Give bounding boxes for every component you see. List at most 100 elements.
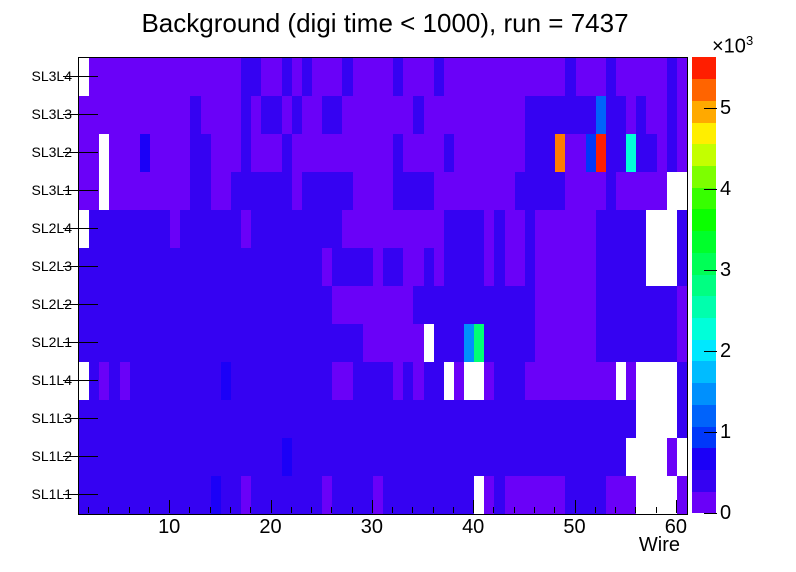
colorbar-band — [692, 143, 716, 167]
heatmap-cell — [291, 438, 627, 476]
x-axis-minor-tick — [230, 507, 231, 513]
heatmap-cell — [190, 134, 211, 172]
heatmap-cell — [484, 476, 495, 514]
x-axis-tick-label: 60 — [664, 516, 687, 538]
heatmap-cell — [210, 134, 242, 172]
heatmap-cell — [291, 134, 394, 172]
y-axis-tick — [63, 456, 98, 457]
heatmap-cell — [413, 96, 424, 134]
colorbar-band — [692, 209, 716, 232]
x-axis-minor-tick — [290, 507, 292, 513]
y-axis-label-SL3L1: SL3L1 — [31, 182, 72, 198]
x-axis-tick-label: 20 — [259, 516, 282, 538]
colorbar — [692, 57, 716, 514]
heatmap-cell — [565, 58, 576, 96]
y-axis-label-SL1L2: SL1L2 — [31, 448, 72, 464]
colorbar-tick-label: 5 — [720, 97, 732, 120]
heatmap-cell — [79, 438, 282, 476]
heatmap-cell — [241, 134, 252, 172]
colorbar-band — [692, 361, 716, 384]
heatmap-cell — [261, 58, 282, 96]
colorbar-tick-label: 4 — [720, 178, 732, 201]
x-axis-major-tick — [169, 500, 171, 513]
heatmap-cell — [605, 96, 627, 134]
heatmap-cell — [535, 286, 596, 324]
heatmap-cell — [281, 438, 292, 476]
heatmap-cell — [676, 400, 687, 438]
heatmap-cell — [666, 438, 677, 476]
heatmap-cell — [484, 362, 495, 400]
y-axis-tick — [63, 342, 98, 343]
heatmap-cell — [666, 58, 677, 96]
heatmap-cell — [393, 58, 404, 96]
x-axis-minor-tick — [493, 507, 495, 513]
heatmap-cell — [474, 324, 485, 362]
colorbar-band — [692, 426, 716, 449]
x-axis-minor-tick — [635, 507, 637, 513]
colorbar-band — [692, 447, 716, 471]
heatmap-cell — [301, 172, 353, 210]
heatmap-cell — [79, 210, 90, 248]
heatmap-cell — [79, 58, 90, 96]
heatmap-cell — [443, 248, 485, 286]
heatmap-cell — [79, 172, 100, 210]
heatmap-cell — [109, 362, 120, 400]
heatmap-cell — [301, 96, 323, 134]
heatmap-cell — [241, 476, 252, 514]
heatmap-cell — [403, 134, 444, 172]
heatmap-cell — [636, 134, 657, 172]
heatmap-cell — [605, 172, 617, 210]
heatmap-cell — [626, 134, 637, 172]
y-axis-label-SL1L3: SL1L3 — [31, 410, 72, 426]
heatmap-cell — [99, 172, 110, 210]
heatmap-cell — [595, 286, 677, 324]
heatmap-cell — [291, 58, 302, 96]
heatmap-cell — [393, 134, 404, 172]
x-axis-minor-tick — [594, 507, 596, 513]
y-axis-tick — [63, 304, 98, 305]
x-axis-minor-tick — [452, 507, 454, 513]
y-axis-label-SL1L4: SL1L4 — [31, 372, 72, 388]
colorbar-tick — [704, 432, 717, 433]
heatmap-cell — [676, 476, 687, 514]
x-axis-tick-label: 30 — [360, 516, 383, 538]
x-axis-tick-label: 50 — [563, 516, 586, 538]
heatmap-cell — [281, 134, 292, 172]
x-axis-major-tick — [270, 500, 272, 513]
heatmap-cell — [352, 172, 394, 210]
x-axis-minor-tick — [209, 507, 211, 513]
heatmap-cell — [595, 210, 647, 248]
heatmap-cell — [322, 476, 333, 514]
y-axis-label-SL2L4: SL2L4 — [31, 220, 72, 236]
heatmap-cell — [535, 248, 596, 286]
heatmap-cell — [484, 248, 495, 286]
heatmap-cell — [119, 362, 130, 400]
heatmap-cell — [676, 286, 687, 324]
y-axis-label-SL1L1: SL1L1 — [31, 486, 72, 502]
heatmap-cell — [291, 172, 302, 210]
heatmap-cell — [393, 362, 404, 400]
colorbar-band — [692, 317, 716, 340]
heatmap-cell — [676, 58, 687, 96]
heatmap-cell — [423, 248, 434, 286]
heatmap-cell — [423, 324, 434, 362]
heatmap-cell — [261, 96, 282, 134]
heatmap-cell — [129, 362, 221, 400]
heatmap-cell — [99, 134, 110, 172]
heatmap-cell — [626, 96, 637, 134]
scale-multiplier: ×10 — [712, 35, 746, 58]
heatmap-cell — [210, 172, 231, 210]
x-axis-minor-tick — [432, 507, 434, 513]
colorbar-band — [692, 469, 716, 492]
heatmap-cell — [413, 286, 535, 324]
x-axis-minor-tick — [513, 507, 515, 513]
heatmap-cell — [372, 476, 383, 514]
colorbar-band — [692, 165, 716, 188]
heatmap-cell — [332, 476, 373, 514]
heatmap-cell — [393, 172, 434, 210]
x-axis-minor-tick — [615, 507, 617, 513]
heatmap-cell — [443, 58, 566, 96]
heatmap-cell — [89, 362, 100, 400]
heatmap-cell — [494, 210, 505, 248]
y-axis-label-SL2L3: SL2L3 — [31, 258, 72, 274]
